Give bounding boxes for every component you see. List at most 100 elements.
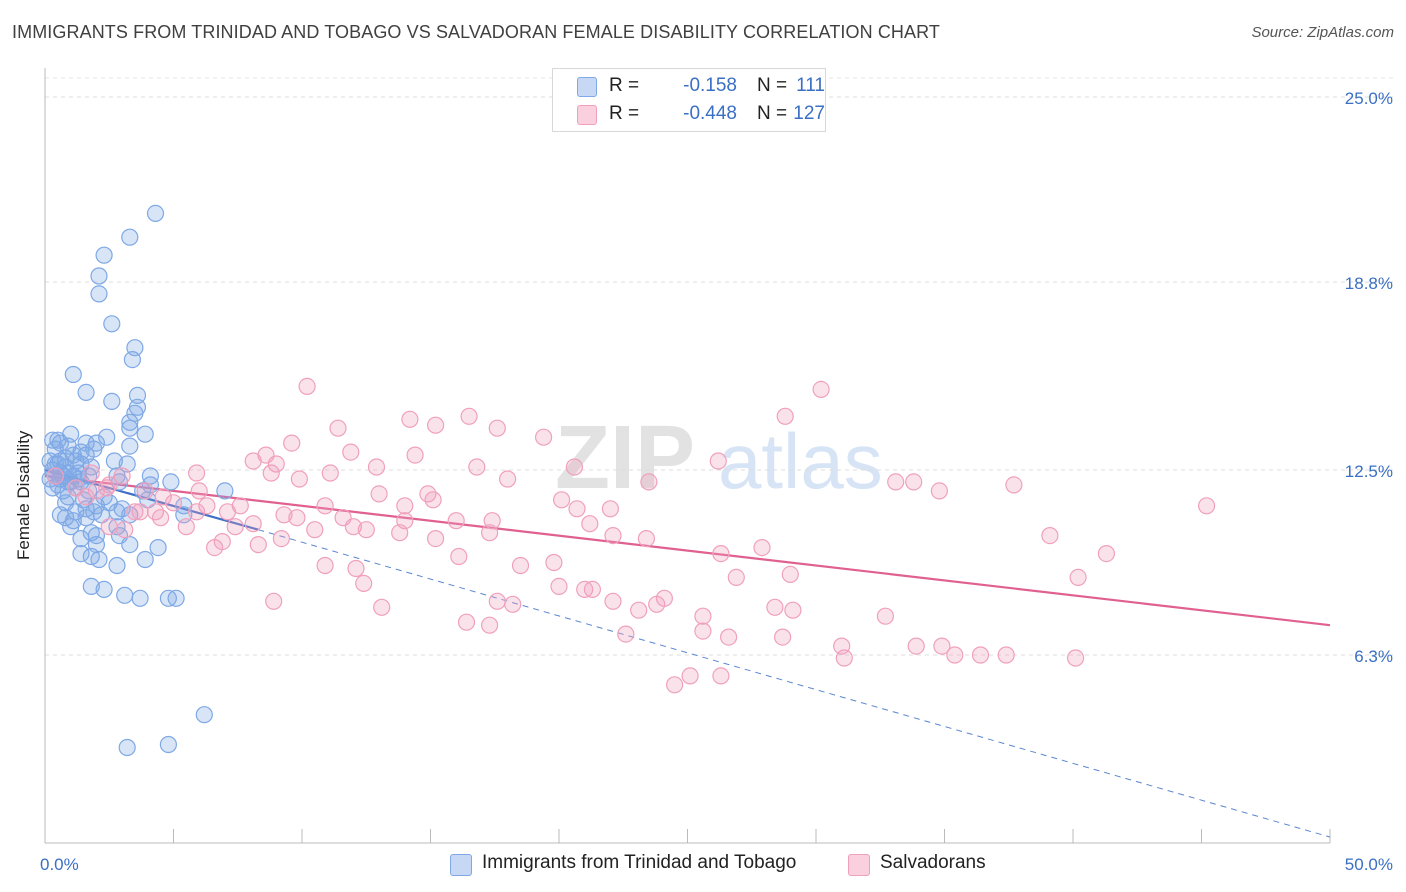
point-salvadorans — [1197, 497, 1216, 515]
y-tick-label: 12.5% — [1345, 462, 1393, 481]
point-salvadorans — [640, 473, 658, 491]
point-salvadorans — [630, 601, 648, 619]
y-tick-label: 6.3% — [1354, 647, 1393, 666]
point-salvadorans — [265, 592, 283, 610]
point-trinidad — [62, 518, 80, 536]
point-salvadorans — [424, 491, 442, 509]
x-tick-label-min: 0.0% — [40, 855, 79, 874]
stats-swatch-trinidad — [577, 77, 597, 97]
point-salvadorans — [98, 479, 116, 497]
point-trinidad — [216, 482, 234, 500]
point-salvadorans — [511, 556, 530, 575]
point-salvadorans — [218, 503, 237, 521]
point-salvadorans — [568, 500, 586, 518]
stats-n-label: N = — [757, 103, 788, 124]
point-salvadorans — [152, 509, 170, 527]
point-salvadorans — [905, 473, 923, 491]
point-salvadorans — [876, 607, 895, 625]
point-salvadorans — [275, 506, 293, 524]
point-salvadorans — [781, 565, 799, 584]
point-trinidad — [72, 529, 90, 548]
point-trinidad — [95, 580, 113, 599]
point-salvadorans — [581, 515, 599, 533]
point-salvadorans — [468, 458, 486, 476]
point-salvadorans — [946, 646, 964, 664]
point-trinidad — [113, 500, 131, 518]
point-trinidad — [108, 556, 126, 575]
point-salvadorans — [391, 524, 409, 542]
point-salvadorans — [552, 491, 571, 509]
point-salvadorans — [126, 503, 144, 521]
point-salvadorans — [1097, 544, 1116, 563]
point-salvadorans — [776, 407, 794, 425]
stats-n-value: 111 — [796, 75, 825, 96]
point-trinidad — [146, 204, 165, 222]
point-salvadorans — [46, 467, 64, 485]
point-salvadorans — [188, 503, 206, 521]
point-trinidad — [41, 452, 59, 470]
point-salvadorans — [655, 589, 674, 607]
point-salvadorans — [784, 601, 802, 619]
point-salvadorans — [290, 470, 308, 488]
point-salvadorans — [1069, 568, 1087, 587]
point-trinidad — [123, 351, 141, 369]
point-trinidad — [95, 246, 113, 264]
point-salvadorans — [887, 473, 905, 491]
legend-label-salvadorans: Salvadorans — [880, 852, 986, 873]
point-trinidad — [121, 437, 139, 455]
point-trinidad — [103, 392, 121, 410]
point-salvadorans — [164, 494, 183, 512]
stats-box: R = -0.158 N = 111 R = -0.448 N = 127 — [552, 68, 826, 132]
point-salvadorans — [116, 521, 134, 539]
point-salvadorans — [406, 446, 424, 464]
point-salvadorans — [753, 538, 771, 557]
point-salvadorans — [355, 574, 373, 593]
point-salvadorans — [933, 637, 951, 655]
point-salvadorans — [357, 521, 375, 539]
point-salvadorans — [665, 676, 684, 694]
x-tick-label-max: 50.0% — [1345, 855, 1393, 874]
point-salvadorans — [370, 485, 388, 503]
stats-r-label: R = — [609, 75, 640, 96]
point-salvadorans — [447, 512, 465, 530]
point-salvadorans — [457, 613, 476, 631]
point-salvadorans — [342, 443, 360, 461]
source-label: Source: ZipAtlas.com — [1251, 24, 1394, 41]
point-salvadorans — [136, 482, 154, 500]
point-salvadorans — [460, 407, 478, 425]
point-salvadorans — [604, 592, 622, 610]
point-salvadorans — [316, 556, 334, 575]
point-trinidad — [82, 577, 100, 596]
point-salvadorans — [565, 458, 584, 476]
point-trinidad — [159, 735, 177, 754]
point-trinidad — [64, 365, 82, 384]
point-salvadorans — [77, 488, 95, 506]
point-salvadorans — [373, 598, 391, 616]
watermark: ZIP atlas — [555, 408, 883, 508]
point-salvadorans — [488, 592, 506, 610]
point-salvadorans — [249, 535, 267, 554]
point-trinidad — [162, 473, 180, 491]
point-trinidad — [195, 706, 213, 724]
point-salvadorans — [712, 667, 730, 685]
point-salvadorans — [131, 503, 149, 521]
point-salvadorans — [321, 464, 339, 482]
stats-n-label: N = — [757, 75, 788, 96]
point-salvadorans — [481, 616, 499, 634]
point-trinidad — [121, 228, 139, 246]
point-salvadorans — [812, 380, 830, 398]
point-salvadorans — [499, 470, 517, 488]
legend-swatch-salvadorans — [848, 854, 870, 876]
point-trinidad — [90, 285, 108, 303]
point-salvadorans — [188, 464, 206, 482]
point-salvadorans — [694, 607, 712, 625]
point-trinidad — [121, 413, 139, 431]
point-salvadorans — [82, 464, 100, 482]
point-salvadorans — [450, 547, 468, 566]
point-trinidad — [149, 538, 167, 557]
point-trinidad — [128, 386, 147, 404]
gridlines — [45, 77, 1395, 656]
point-salvadorans — [719, 628, 738, 646]
point-trinidad — [46, 455, 64, 473]
